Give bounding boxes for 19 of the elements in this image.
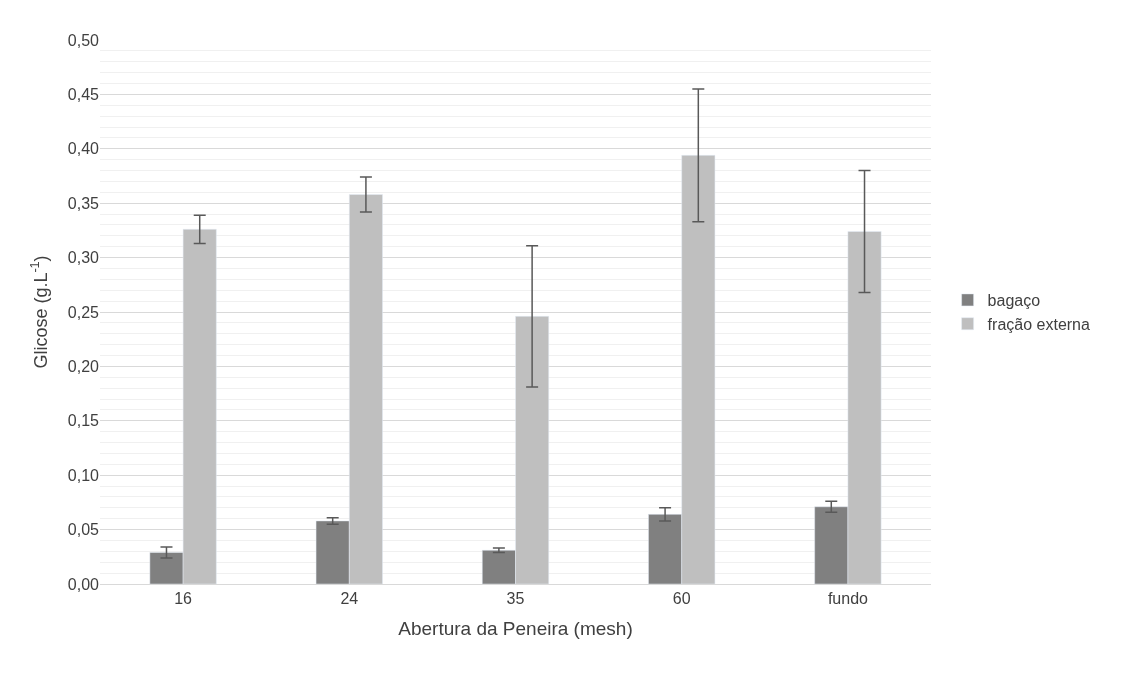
y-tick-label: 0,15 [67, 412, 100, 430]
y-tick-label: 0,45 [67, 86, 100, 103]
x-tick-label: 35 [506, 590, 525, 608]
y-tick-label: 0,40 [67, 140, 100, 158]
x-axis-title: Abertura da Peneira (mesh) [398, 618, 633, 639]
y-tick-label: 0,50 [67, 31, 100, 49]
x-tick-label: 24 [340, 590, 359, 608]
y-tick-label: 0,10 [67, 466, 100, 484]
legend-label: fração externa [987, 315, 1090, 333]
y-tick-label: 0,00 [67, 575, 100, 593]
x-tick-label: 60 [672, 590, 691, 608]
y-tick-label: 0,05 [67, 521, 100, 539]
x-tick-label: 16 [174, 590, 193, 608]
y-tick-label: 0,35 [67, 194, 100, 212]
y-tick-label: 0,25 [67, 303, 100, 321]
legend-label: bagaço [987, 292, 1041, 310]
y-tick-label: 0,30 [67, 249, 100, 267]
x-tick-label: fundo [827, 590, 869, 608]
y-tick-label: 0,20 [67, 358, 100, 375]
